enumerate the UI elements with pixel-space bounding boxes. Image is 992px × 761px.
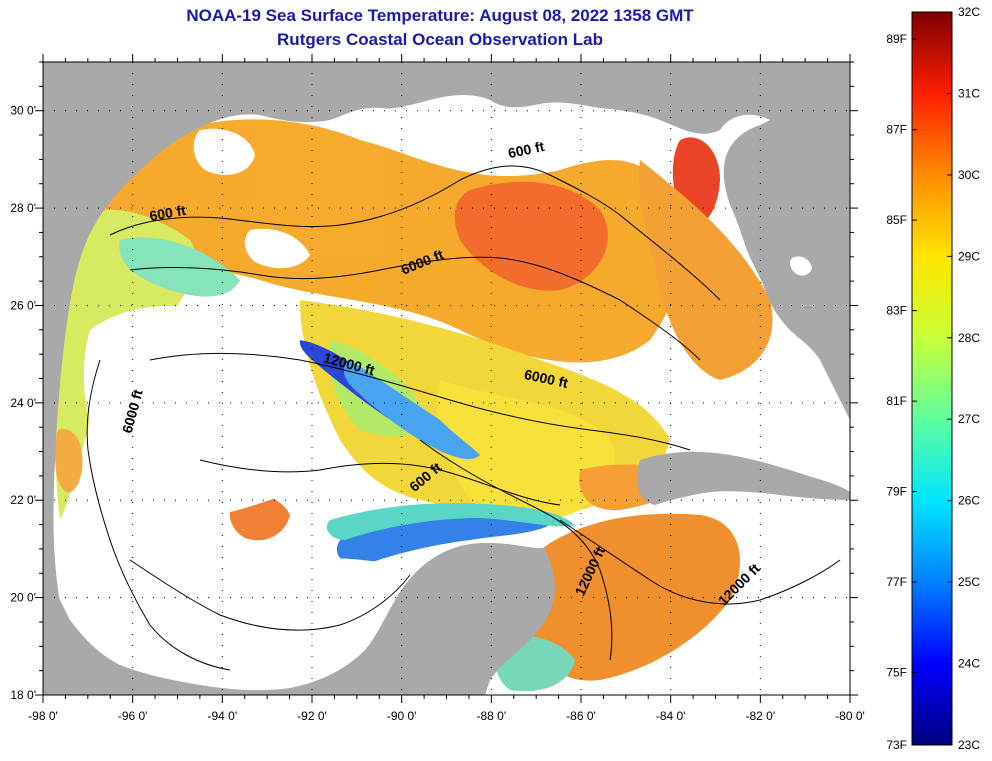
y-tick-label: 18 0' [10, 688, 36, 702]
colorbar-celsius-label: 30C [958, 168, 980, 182]
cloud-north-central [378, 94, 511, 164]
y-tick-label: 22 0' [10, 493, 36, 507]
x-tick-label: -90 0' [387, 709, 417, 723]
sst-patch-west-edge [55, 429, 83, 493]
contour-label: 600 ft [148, 202, 187, 224]
sst-patch-west-florida [639, 160, 773, 380]
sst-patch-loop-current [437, 380, 615, 521]
y-tick-label: 26 0' [10, 298, 36, 312]
contour-6000ft-north [129, 256, 701, 361]
colorbar-fahrenheit-label: 75F [886, 666, 907, 680]
contour-6000ft-inner [199, 459, 561, 506]
colorbar-celsius-label: 25C [958, 575, 980, 589]
x-tick-label: -86 0' [566, 709, 596, 723]
axis-ticks: -98 0' -96 0' -94 0' -92 0' -90 0' -88 0' -86 … [10, 54, 865, 723]
land-layer [43, 62, 850, 695]
colorbar-fahrenheit-label: 83F [886, 304, 907, 318]
sst-patch-yucatan-warm [529, 513, 740, 681]
sst-patch-west-cyan [119, 237, 240, 297]
y-tick-label: 28 0' [10, 201, 36, 215]
x-tick-label: -80 0' [835, 709, 865, 723]
colorbar-fahrenheit-label: 81F [886, 394, 907, 408]
colorbar-fahrenheit-label: 77F [886, 575, 907, 589]
cloud-layer [83, 94, 511, 689]
contour-600ft-north [109, 165, 721, 301]
x-tick-label: -96 0' [118, 709, 148, 723]
map-layers [43, 62, 850, 695]
colorbar-celsius-label: 27C [958, 412, 980, 426]
sst-patch-northeast-hot [454, 181, 608, 291]
colorbar-celsius-label: 23C [958, 738, 980, 752]
x-tick-label: -88 0' [477, 709, 507, 723]
cloud-west-gulf [83, 306, 322, 517]
cloud-northwest [193, 128, 255, 175]
y-tick-label: 24 0' [10, 396, 36, 410]
map-subtitle: Rutgers Coastal Ocean Observation Lab [277, 30, 603, 49]
bathymetry-contours [86, 165, 841, 671]
y-tick-label: 20 0' [10, 591, 36, 605]
sst-patch-campeche-teal [326, 503, 575, 540]
colorbar-celsius-label: 32C [958, 5, 980, 19]
colorbar-celsius-label: 24C [958, 657, 980, 671]
colorbar-fahrenheit-label: 89F [886, 32, 907, 46]
x-tick-label: -98 0' [28, 709, 58, 723]
colorbar-celsius-label: 28C [958, 331, 980, 345]
contour-12000ft-south [559, 519, 841, 605]
contour-600ft-yucatan [419, 439, 613, 661]
contour-shelf-southwest [129, 559, 411, 631]
cloud-southwest [105, 506, 323, 689]
colorbar-gradient [911, 11, 953, 746]
colorbar-labels: 32C 31C 30C 29C 28C 27C 26C 25C 24C 23C 89F 87F 85F 8… [886, 5, 980, 752]
land-cuba [637, 451, 850, 505]
x-tick-label: -82 0' [746, 709, 776, 723]
colorbar-fahrenheit-label: 87F [886, 123, 907, 137]
colorbar-fahrenheit-label: 73F [886, 738, 907, 752]
colorbar-fahrenheit-label: 85F [886, 213, 907, 227]
land-us-coast [43, 62, 770, 695]
contour-label: 600 ft [507, 138, 546, 161]
land-florida [723, 62, 850, 420]
map-title: NOAA-19 Sea Surface Temperature: August … [186, 6, 694, 25]
cloud-central-patch [244, 228, 310, 269]
florida-lake [789, 256, 812, 276]
colorbar-celsius-label: 31C [958, 86, 980, 100]
sst-patch-north-shelf [83, 119, 681, 363]
x-tick-label: -94 0' [208, 709, 238, 723]
contour-12000ft [149, 352, 691, 451]
x-tick-label: -84 0' [656, 709, 686, 723]
colorbar-celsius-label: 29C [958, 249, 980, 263]
colorbar-fahrenheit-label: 79F [886, 485, 907, 499]
y-tick-label: 30 0' [10, 104, 36, 118]
sst-patch-cold-filament-edge [344, 360, 480, 460]
land-mexico [43, 542, 555, 695]
x-tick-label: -92 0' [297, 709, 327, 723]
contour-6000ft-west [86, 359, 231, 671]
colorbar-celsius-label: 26C [958, 494, 980, 508]
